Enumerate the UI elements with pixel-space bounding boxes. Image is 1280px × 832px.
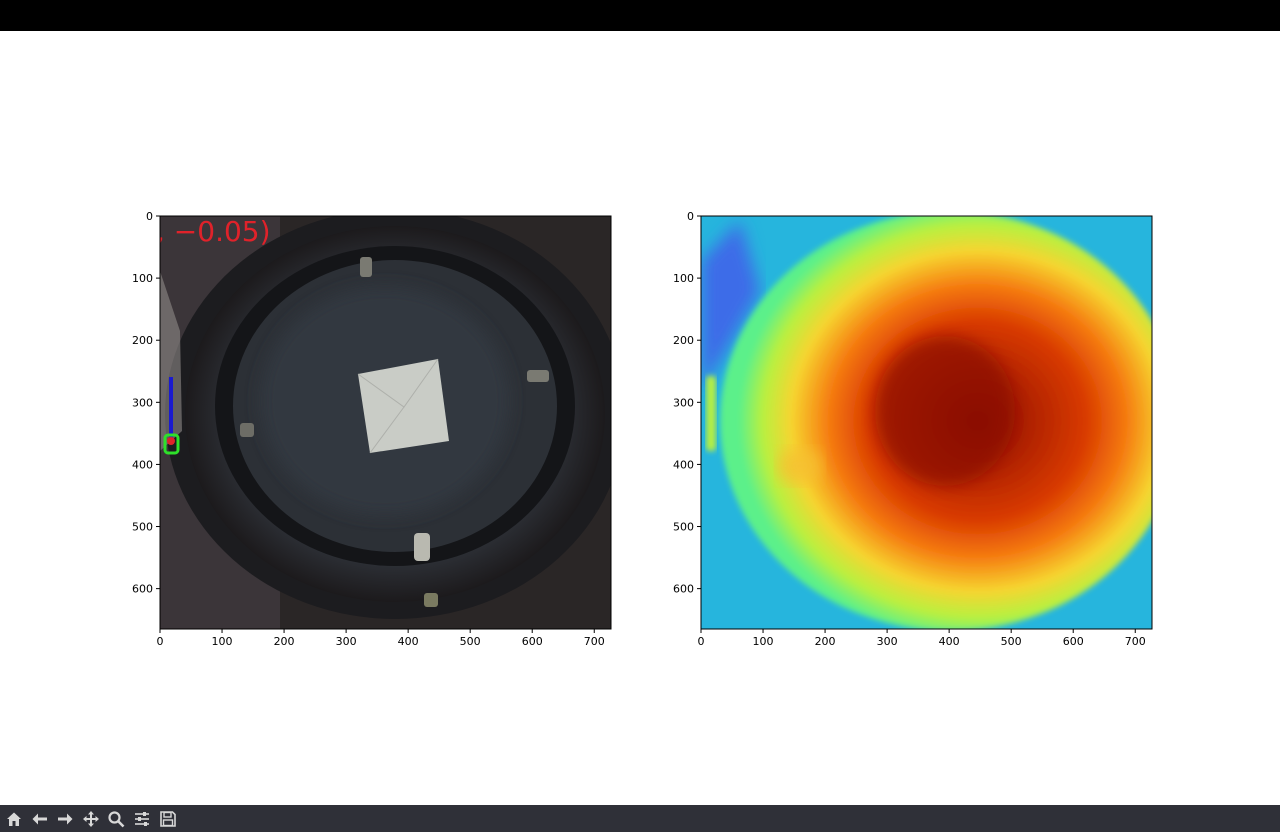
left-y-tick-label: 100: [132, 272, 153, 285]
left-x-tick-label: 700: [584, 635, 605, 648]
left-y-tick-label: 400: [132, 458, 153, 471]
left-axes: , −0.05) 0 100 200 300 400 500 600 700 0 100 200 30…: [132, 210, 612, 648]
left-y-tick-label: 500: [132, 521, 153, 534]
zoom-button[interactable]: [104, 807, 128, 831]
right-x-tick-label: 700: [1125, 635, 1146, 648]
left-y-tick-label: 300: [132, 396, 153, 409]
right-x-tick-label: 200: [815, 635, 836, 648]
home-icon: [7, 812, 21, 826]
right-x-tick-label: 500: [1001, 635, 1022, 648]
overlay-text: , −0.05): [156, 215, 271, 248]
right-x-tick-label: 300: [877, 635, 898, 648]
arrow-right-icon: [58, 813, 73, 824]
right-y-tick-label: 0: [687, 210, 694, 223]
camera-image: , −0.05): [156, 215, 611, 629]
toolbar: [0, 805, 1280, 832]
right-axes: 0 100 200 300 400 500 600 700 0 100 200 300 400 500 60…: [673, 210, 1153, 648]
window-titlebar: [0, 0, 1280, 31]
right-y-tick-label: 200: [673, 334, 694, 347]
right-y-tick-label: 300: [673, 396, 694, 409]
left-x-tick-label: 600: [522, 635, 543, 648]
left-y-tick-label: 600: [132, 583, 153, 596]
left-y-tick-label: 200: [132, 334, 153, 347]
save-button[interactable]: [156, 807, 180, 831]
depth-heatmap: [701, 216, 1152, 629]
move-icon: [82, 810, 99, 827]
left-x-tick-label: 200: [274, 635, 295, 648]
configure-subplots-button[interactable]: [130, 807, 154, 831]
pan-button[interactable]: [79, 807, 103, 831]
magnifier-icon: [108, 810, 125, 827]
right-axis-ticks: 0 100 200 300 400 500 600 700 0 100 200 300 400 500 60…: [673, 210, 1146, 648]
right-y-tick-label: 600: [673, 583, 694, 596]
left-x-tick-label: 400: [398, 635, 419, 648]
right-y-tick-label: 500: [673, 521, 694, 534]
left-x-tick-label: 300: [336, 635, 357, 648]
left-axis-ticks: 0 100 200 300 400 500 600 700 0 100 200 300 400 500 60…: [132, 210, 605, 648]
right-y-tick-label: 100: [673, 272, 694, 285]
arrow-left-icon: [32, 813, 47, 824]
home-button[interactable]: [2, 807, 26, 831]
figure-canvas: , −0.05) 0 100 200 300 400 500 600 700 0 100 200 30…: [0, 31, 1280, 805]
sliders-icon: [134, 811, 149, 826]
left-y-tick-label: 0: [146, 210, 153, 223]
floppy-icon: [159, 810, 176, 827]
left-x-tick-label: 100: [212, 635, 233, 648]
cube-object: [358, 359, 449, 453]
left-x-tick-label: 0: [157, 635, 164, 648]
right-x-tick-label: 100: [753, 635, 774, 648]
right-x-tick-label: 600: [1063, 635, 1084, 648]
back-button[interactable]: [28, 807, 52, 831]
right-y-tick-label: 400: [673, 458, 694, 471]
right-x-tick-label: 0: [698, 635, 705, 648]
right-x-tick-label: 400: [939, 635, 960, 648]
forward-button[interactable]: [53, 807, 77, 831]
left-x-tick-label: 500: [460, 635, 481, 648]
